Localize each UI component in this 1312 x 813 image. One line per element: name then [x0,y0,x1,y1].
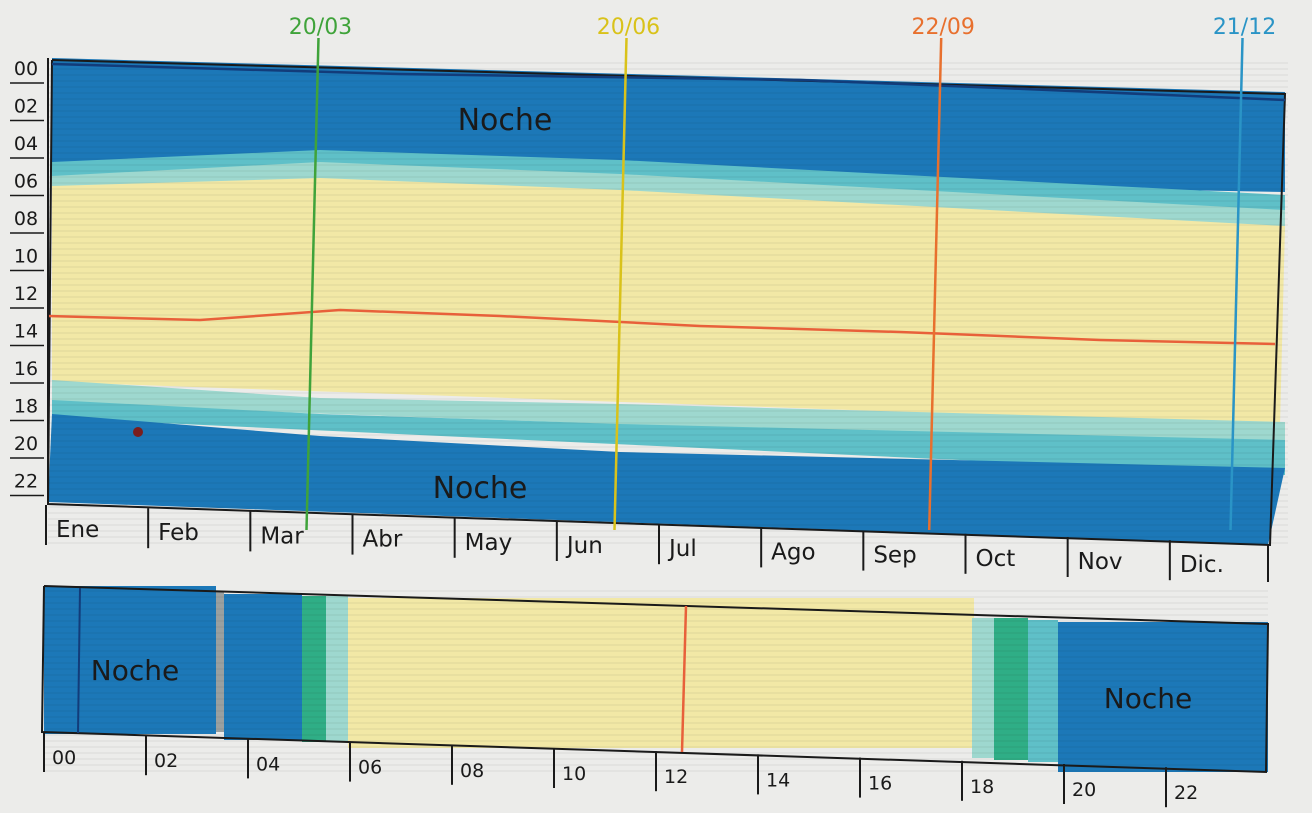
texture-overlay [48,58,1288,545]
hour-label-14: 14 [14,321,38,343]
daily-hour-label-02: 02 [154,750,178,772]
month-label-dic: Dic. [1180,552,1224,578]
month-label-nov: Nov [1078,549,1123,575]
daily-hour-label-20: 20 [1072,779,1096,801]
hour-label-16: 16 [14,358,38,380]
night-label-right: Noche [1104,682,1192,715]
hour-label-04: 04 [14,133,38,155]
marker-label-20-03: 20/03 [289,15,352,40]
small-dot [133,427,143,437]
hour-label-20: 20 [14,433,38,455]
hour-label-22: 22 [14,471,38,493]
month-label-may: May [465,530,513,556]
annual-chart: 20/03 20/06 22/09 21/12 Noche Noche 0002040… [10,15,1288,582]
night-label-bottom: Noche [433,471,528,506]
hour-axis-labels: 00 02 04 06 08 10 12 14 16 18 20 22 [10,58,44,497]
hour-label-08: 08 [14,208,38,230]
hour-label-06: 06 [14,171,38,193]
hour-label-02: 02 [14,96,38,118]
daily-strip: Noche Noche 00 02 04 06 08 10 12 14 16 18 20 22 [40,585,1270,808]
midnight-line [77,587,81,734]
noon-line [47,308,1276,346]
daily-hour-label-22: 22 [1174,782,1198,804]
strip-outline [40,585,1270,774]
strip-texture [44,586,1268,772]
marker-line-20-06 [613,37,628,531]
hour-label-00: 00 [14,58,38,80]
marker-line-22-09 [927,37,943,531]
month-label-oct: Oct [976,546,1016,572]
daily-hour-label-00: 00 [52,747,76,769]
month-axis: Ene Feb Mar Abr May Jun Jul Ago Sep Oct Nov Dic. [45,505,1269,582]
daily-hour-label-16: 16 [868,773,892,795]
night-top-edge [51,62,1286,102]
marker-label-20-06: 20/06 [597,15,660,40]
hour-label-12: 12 [14,283,38,305]
daily-hour-label-12: 12 [664,766,688,788]
marker-line-20-03 [305,37,320,531]
hour-label-10: 10 [14,246,38,268]
daily-hour-label-08: 08 [460,760,484,782]
season-marker-lines: 20/03 20/06 22/09 21/12 [289,15,1276,531]
marker-label-21-12: 21/12 [1213,15,1276,40]
night-label-left: Noche [91,654,179,687]
daily-hour-label-10: 10 [562,763,586,785]
month-label-ene: Ene [56,517,99,543]
daily-hour-label-06: 06 [358,757,382,779]
month-label-jun: Jun [565,533,603,559]
month-label-sep: Sep [873,543,916,569]
month-label-jul: Jul [667,536,697,562]
daily-hour-label-18: 18 [970,776,994,798]
month-label-feb: Feb [158,520,199,546]
hour-label-18: 18 [14,396,38,418]
marker-line-21-12 [1229,37,1244,531]
noon-line-daily [680,605,688,753]
daily-hour-axis: 00 02 04 06 08 10 12 14 16 18 20 22 [43,732,1198,808]
daily-hour-label-04: 04 [256,753,280,775]
daily-hour-label-14: 14 [766,769,790,791]
month-label-mar: Mar [260,523,304,549]
month-label-abr: Abr [363,527,403,553]
month-label-ago: Ago [771,539,815,565]
marker-label-22-09: 22/09 [912,15,975,40]
night-label-top: Noche [458,103,553,138]
